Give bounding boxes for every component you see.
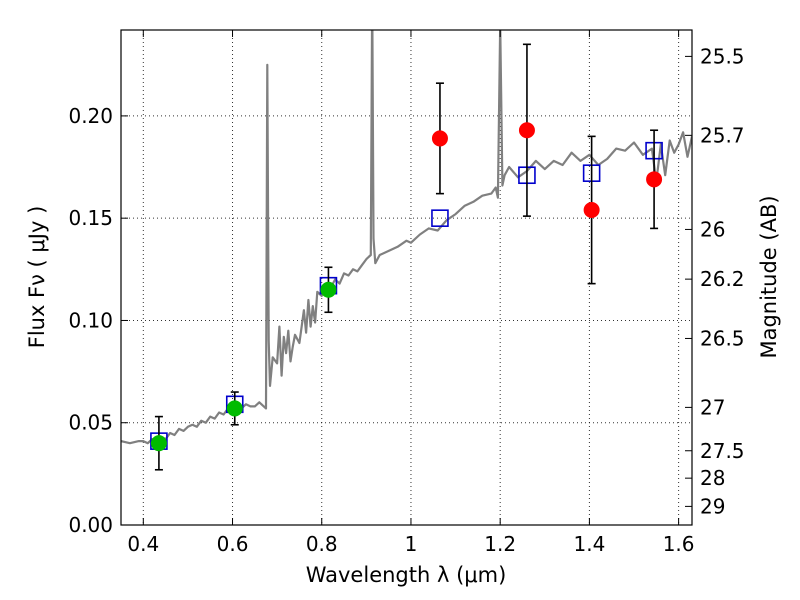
y2-tick-label: 26.5 — [700, 326, 745, 350]
measurement-point — [431, 130, 448, 147]
y-tick-label: 0.00 — [68, 513, 113, 537]
y2-tick-label: 26.2 — [700, 267, 745, 291]
y-tick-label: 0.15 — [68, 206, 113, 230]
x-tick-label: 1.4 — [573, 532, 605, 556]
data-layer — [121, 30, 692, 471]
y2-tick-label: 25.5 — [700, 44, 745, 68]
x-tick-label: 1.6 — [663, 532, 695, 556]
y-axis-label: Flux Fν ( μJy ) — [25, 206, 49, 349]
y-tick-label: 0.20 — [68, 104, 113, 128]
x-tick-label: 1 — [405, 532, 418, 556]
model-spectrum-line — [121, 30, 692, 445]
y2-tick-label: 26 — [700, 217, 725, 241]
y2-axis-label: Magnitude (AB) — [757, 195, 781, 358]
y2-tick-label: 25.7 — [700, 123, 745, 147]
measurement-point — [583, 202, 600, 218]
y2-tick-label: 27.5 — [700, 439, 745, 463]
x-axis-label: Wavelength λ (μm) — [306, 563, 507, 587]
axes: 0.4 0.6 0.8 1 1.2 1.4 1.6 0.00 0.05 0.10 0.15 0.20 2… — [68, 30, 745, 556]
y2-tick-label: 28 — [700, 466, 725, 490]
y-tick-label: 0.10 — [68, 308, 113, 332]
y2-tick-label: 27 — [700, 395, 725, 419]
x-tick-label: 1.2 — [484, 532, 516, 556]
detection-point — [150, 435, 167, 452]
grid-lines — [121, 30, 692, 526]
model-photometry-square — [431, 209, 449, 227]
detection-point — [320, 281, 337, 298]
measurement-point — [646, 171, 663, 188]
detection-point — [226, 400, 243, 417]
plot-frame — [120, 29, 693, 526]
x-tick-label: 0.6 — [217, 532, 249, 556]
measurement-point — [518, 122, 535, 139]
y-tick-label: 0.05 — [68, 411, 113, 435]
plot-area-background — [121, 30, 692, 525]
x-tick-label: 0.8 — [306, 532, 338, 556]
y2-tick-label: 29 — [700, 494, 725, 518]
x-tick-label: 0.4 — [127, 532, 159, 556]
